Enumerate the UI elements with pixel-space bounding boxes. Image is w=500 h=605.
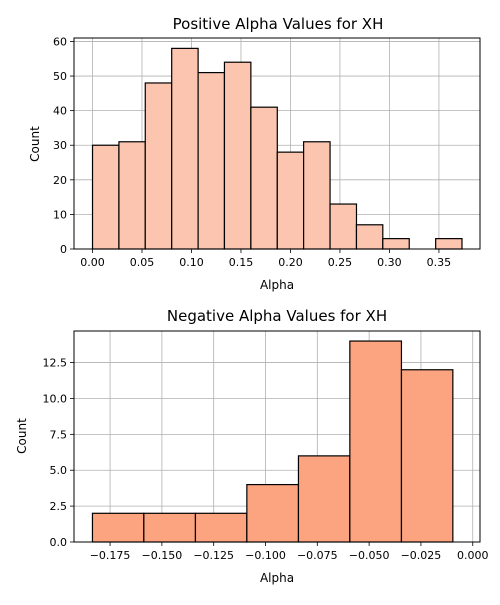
histogram-bar: [276, 151, 305, 250]
y-tick-label: 40: [53, 105, 67, 118]
x-tick-label: 0.000: [457, 549, 489, 562]
y-tick-label: 10.0: [43, 392, 68, 405]
histogram-bar: [118, 141, 146, 250]
plot-frame: [73, 37, 481, 250]
bars: [91, 47, 463, 250]
y-tick-label: 12.5: [43, 357, 68, 370]
x-ticks: −0.175 −0.150 −0.125 −0.100 −0.075 −0.050 −0.0…: [90, 542, 489, 562]
x-tick-label: −0.150: [142, 549, 183, 562]
x-tick-label: 0.30: [377, 256, 402, 269]
x-tick-label: 0.20: [278, 256, 303, 269]
y-tick-label: 2.5: [50, 500, 68, 513]
y-tick-label: 7.5: [50, 428, 68, 441]
histogram-bar: [382, 238, 410, 250]
histogram-bar: [349, 340, 403, 543]
histogram-bar: [435, 238, 463, 250]
histogram-bar: [91, 144, 120, 250]
x-tick-label: 0.10: [179, 256, 204, 269]
histogram-bar: [194, 512, 248, 543]
y-axis-label: Count: [15, 418, 29, 454]
x-tick-label: 0.05: [130, 256, 155, 269]
y-tick-label: 60: [53, 35, 67, 48]
x-tick-label: −0.100: [245, 549, 286, 562]
histogram-bar: [171, 47, 199, 250]
histogram-bar: [246, 483, 300, 543]
x-axis-label: Alpha: [260, 278, 294, 292]
chart-title: Negative Alpha Values for XH: [167, 307, 387, 325]
histogram-bar: [144, 82, 173, 250]
histogram-bar: [223, 61, 252, 250]
histogram-bar: [400, 369, 454, 543]
histogram-bar: [143, 512, 197, 543]
histogram-bar: [355, 224, 384, 250]
x-tick-label: −0.175: [90, 549, 131, 562]
x-tick-label: −0.125: [193, 549, 234, 562]
chart-negative-alpha: Negative Alpha Values for XH −0.175 −0.15…: [15, 307, 488, 585]
y-axis-label: Count: [28, 126, 42, 162]
x-tick-label: 0.15: [229, 256, 254, 269]
x-axis-label: Alpha: [260, 571, 294, 585]
y-tick-label: 30: [53, 139, 67, 152]
histogram-bar: [250, 106, 278, 250]
y-tick-label: 20: [53, 174, 67, 187]
y-tick-label: 5.0: [50, 464, 68, 477]
chart-positive-alpha: Positive Alpha Values for XH 0.00 0.05 0.1…: [28, 15, 481, 292]
y-tick-label: 50: [53, 70, 67, 83]
y-tick-label: 0.0: [50, 536, 68, 549]
plot-frame: [73, 330, 481, 543]
histogram-bar: [303, 141, 331, 250]
x-tick-label: −0.050: [349, 549, 390, 562]
histogram-bar: [197, 71, 226, 250]
y-ticks: 0.0 2.5 5.0 7.5 10.0 12.5: [43, 357, 74, 549]
histogram-bar: [329, 203, 358, 250]
chart-title: Positive Alpha Values for XH: [173, 15, 384, 33]
y-tick-label: 0: [60, 243, 67, 256]
histogram-bar: [91, 512, 145, 543]
x-tick-label: 0.00: [80, 256, 105, 269]
x-tick-label: −0.025: [401, 549, 442, 562]
y-ticks: 0 10 20 30 40 50 60: [53, 35, 74, 256]
x-tick-label: 0.25: [328, 256, 353, 269]
x-tick-label: 0.35: [427, 256, 452, 269]
y-tick-label: 10: [53, 208, 67, 221]
x-ticks: 0.00 0.05 0.10 0.15 0.20 0.25 0.30 0.35: [80, 249, 451, 269]
histogram-bar: [297, 455, 351, 543]
x-tick-label: −0.075: [297, 549, 338, 562]
